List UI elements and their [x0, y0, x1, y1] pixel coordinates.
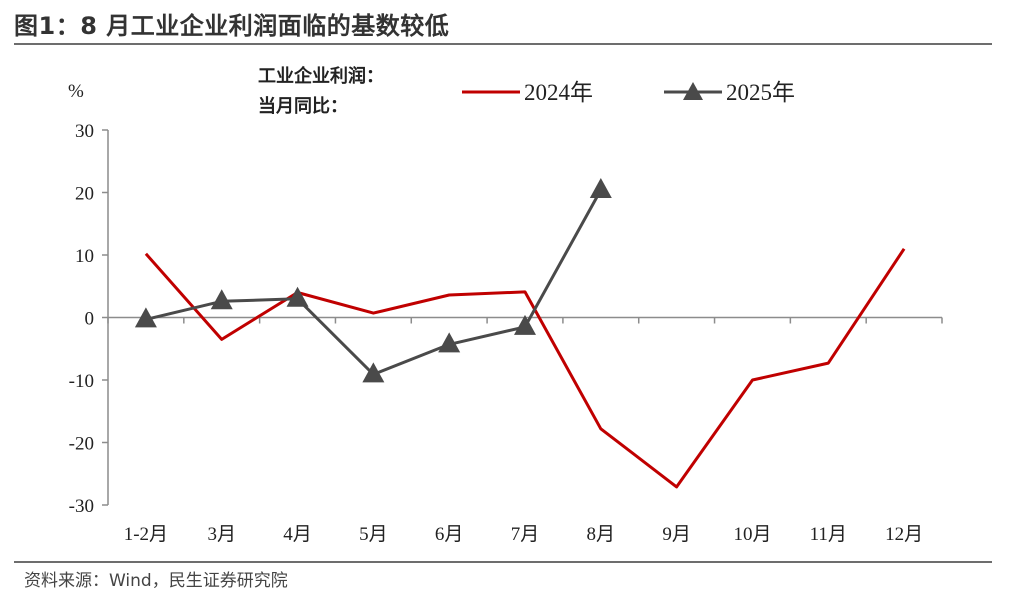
x-tick-label: 6月 [435, 524, 464, 545]
legend-entry-2025: 2025年 [664, 80, 795, 105]
x-tick-label: 8月 [587, 524, 616, 545]
x-tick-label: 5月 [359, 524, 388, 545]
data-point-marker [589, 178, 612, 198]
x-tick-label: 7月 [511, 524, 540, 545]
legend-entry-2024: 2024年 [462, 80, 593, 105]
y-tick-label: 0 [85, 309, 95, 330]
legend-marker-2025 [683, 82, 703, 100]
legend-title-line1: 工业企业利润： [258, 65, 384, 87]
data-point-marker [438, 332, 461, 353]
x-tick-label: 11月 [810, 524, 847, 545]
x-tick-label: 12月 [885, 524, 923, 545]
y-tick-label: 10 [75, 246, 94, 267]
x-axis-ticks: 1-2月 3月 4月 5月 6月 7月 8月 9月 10月 11月 12月 [107, 317, 943, 545]
footer-divider [14, 561, 992, 563]
x-tick-label: 9月 [662, 524, 691, 545]
x-tick-label: 10月 [733, 524, 771, 545]
x-tick-label: 4月 [283, 524, 312, 545]
data-point-marker [514, 314, 536, 335]
legend-title-line2: 当月同比： [258, 95, 348, 117]
series-lines [144, 189, 906, 489]
legend-label-2024: 2024年 [524, 80, 593, 105]
source-note: 资料来源：Wind，民生证券研究院 [24, 571, 288, 591]
legend-label-2025: 2025年 [726, 80, 795, 105]
x-tick-label: 1-2月 [124, 524, 168, 545]
y-tick-label: -20 [69, 434, 94, 455]
series-line-1 [145, 189, 603, 376]
x-tick-label: 3月 [207, 524, 236, 545]
data-point-marker [286, 286, 309, 307]
chart-title: 图1：8 月工业企业利润面临的基数较低 [14, 12, 450, 40]
y-tick-label: -30 [69, 496, 94, 517]
title-divider [14, 43, 992, 45]
data-point-marker [134, 307, 157, 328]
data-point-marker [210, 289, 233, 310]
series-line-0 [144, 247, 906, 489]
y-tick-label: -10 [69, 371, 94, 392]
series-markers [134, 178, 612, 383]
y-axis-unit-label: % [68, 81, 84, 102]
y-tick-label: 30 [75, 121, 94, 142]
data-point-marker [362, 362, 385, 383]
y-axis-ticks: 30 20 10 0 -10 -20 -30 [69, 121, 108, 517]
y-tick-label: 20 [75, 184, 94, 205]
